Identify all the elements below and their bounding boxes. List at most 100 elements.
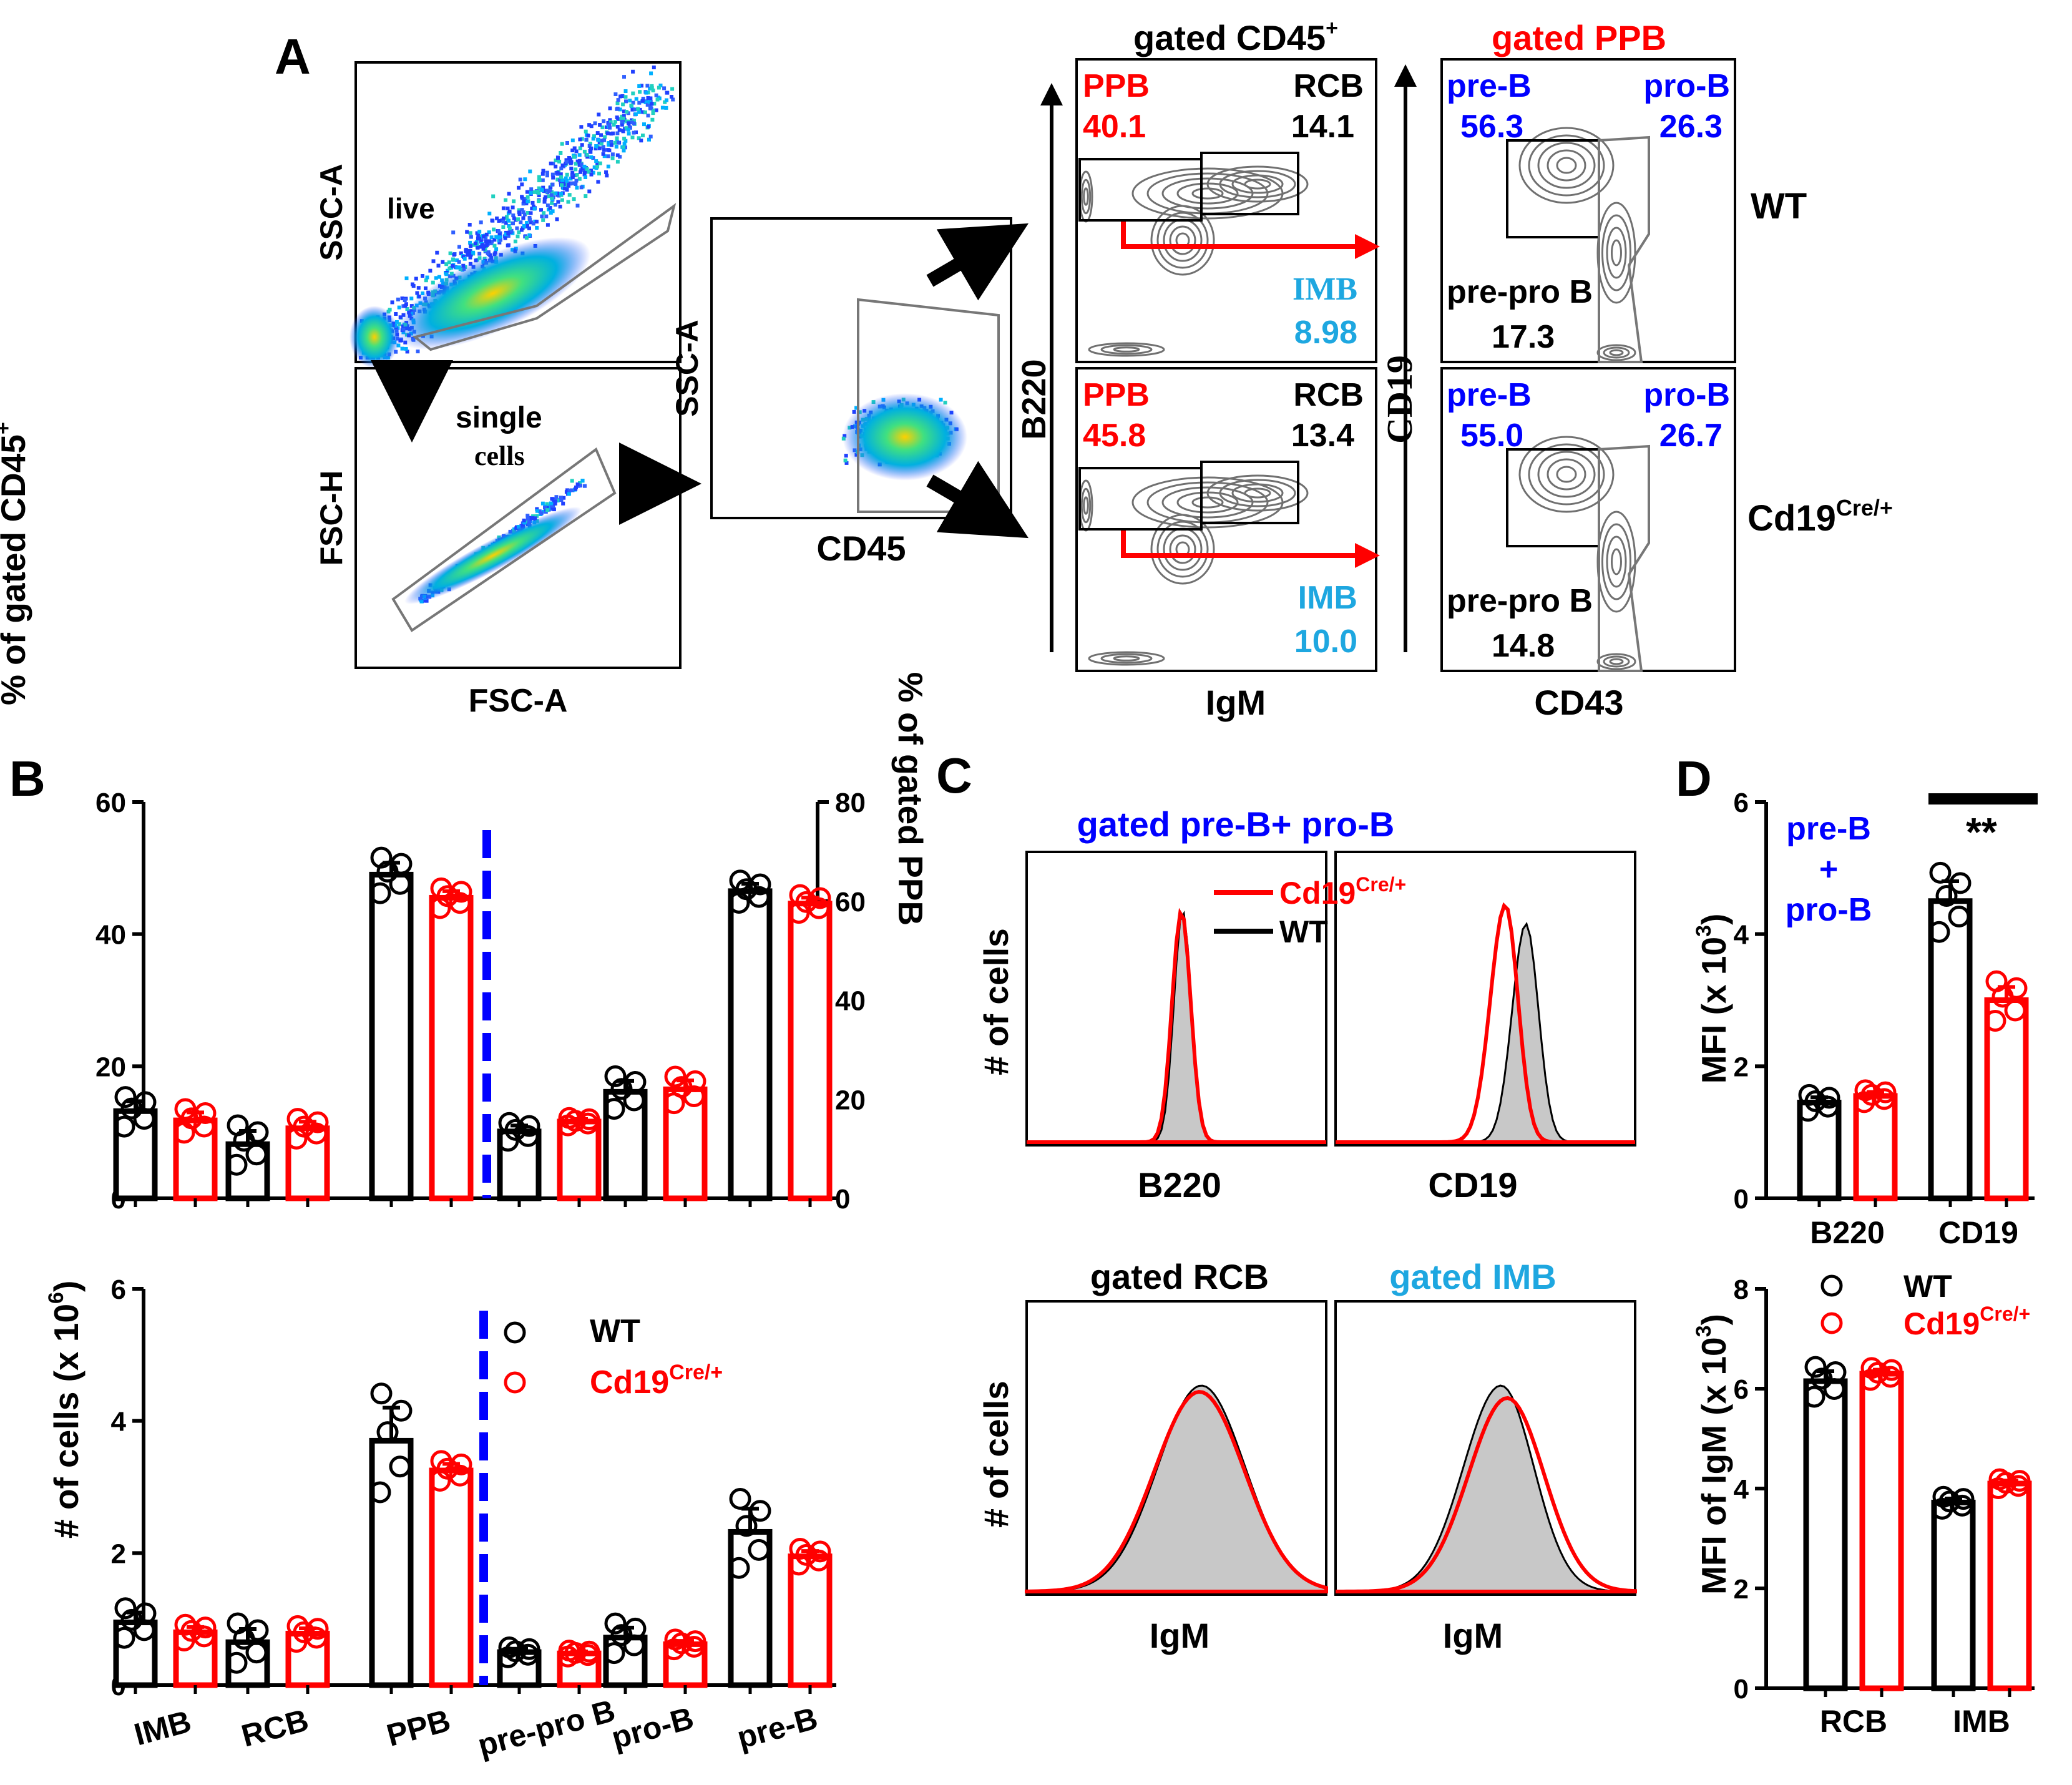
data-point <box>370 846 393 869</box>
scatter-dot <box>560 142 564 146</box>
data-point <box>134 1602 157 1625</box>
scatter-dot <box>545 203 550 208</box>
scatter-dot <box>511 205 515 210</box>
scatter-dot <box>557 159 562 164</box>
scatter-dot <box>519 228 524 232</box>
scatter-dot <box>631 91 635 95</box>
gate-rcb <box>1200 152 1299 215</box>
bar-cre <box>429 894 474 1201</box>
data-point <box>389 1455 411 1478</box>
scatter-dot <box>481 247 486 251</box>
scatter-dot <box>487 212 492 216</box>
data-point <box>1803 1386 1825 1408</box>
scatter-dot <box>531 222 535 226</box>
scatter-dot <box>584 194 588 198</box>
value-pro-b: 26.7 <box>1659 418 1723 454</box>
bar-wt <box>369 1437 414 1688</box>
scatter-dot <box>459 251 463 255</box>
label-rcb: RCB <box>1293 68 1364 104</box>
scatter-dot <box>476 233 481 238</box>
scatter-dot <box>629 104 633 108</box>
contour-line <box>1191 187 1224 200</box>
scatter-dot <box>559 151 563 155</box>
scatter-dot <box>589 142 592 146</box>
c-legend-wt-label: WT <box>1279 914 1328 949</box>
contour-line <box>1603 655 1630 668</box>
scatter-dot <box>504 221 508 225</box>
value-ppb: 45.8 <box>1083 418 1146 454</box>
legend-marker-wt <box>1820 1274 1843 1297</box>
y-tick-label: 0 <box>1734 1674 1749 1704</box>
scatter-dot <box>541 169 545 173</box>
scatter-dot <box>844 461 849 465</box>
data-point <box>1804 1356 1827 1378</box>
hist-cre-imb <box>1336 1396 1637 1593</box>
scatter-dot <box>647 137 651 142</box>
scatter-dot <box>505 215 509 219</box>
scatter-dot <box>550 497 554 501</box>
scatter-dot <box>527 226 531 230</box>
scatter-dot <box>554 164 558 169</box>
contour-line <box>1080 178 1092 215</box>
scatter-dot <box>638 90 642 94</box>
scatter-dot <box>671 97 675 102</box>
plot-frame <box>1075 58 1377 363</box>
scatter-dot <box>398 315 403 320</box>
scatter-dot <box>593 121 597 125</box>
scatter-dot <box>637 136 641 140</box>
scatter-dot <box>424 286 428 290</box>
scatter-dot <box>595 131 600 135</box>
c-top-xlabel-b220: B220 <box>1138 1165 1221 1205</box>
scatter-dot <box>651 111 655 115</box>
scatter-dot <box>627 127 630 132</box>
scatter-dot <box>522 212 527 217</box>
scatter-dot <box>600 125 605 130</box>
data-point <box>430 877 452 899</box>
scatter-dot <box>570 149 575 152</box>
scatter-dot <box>573 173 577 177</box>
scatter-dot <box>507 192 511 196</box>
scatter-dot <box>559 175 564 179</box>
contour-line <box>1169 225 1196 255</box>
scatter-dot <box>565 178 569 183</box>
scatter-dot <box>499 238 502 242</box>
scatter-dot <box>567 193 572 197</box>
plot-frame <box>1440 58 1736 363</box>
y-tick-label-right: 0 <box>835 1184 850 1215</box>
bar-wt <box>369 871 414 1201</box>
scatter-dot <box>559 172 563 177</box>
scatter-dot <box>642 122 646 127</box>
scatter-dot <box>490 218 494 223</box>
scatter-dot <box>592 134 596 139</box>
data-point <box>789 884 811 906</box>
scatter-dot <box>646 90 650 95</box>
scatter-dot <box>549 193 554 197</box>
y-tick-label: 4 <box>1734 920 1749 951</box>
scatter-dot <box>535 507 539 511</box>
scatter-dot <box>630 135 635 140</box>
contour-line <box>1100 653 1153 664</box>
contour-line <box>1150 205 1215 276</box>
scatter-dot <box>525 223 529 228</box>
y-tick-label-right: 60 <box>835 887 866 917</box>
scatter-dot <box>598 123 602 127</box>
data-point <box>227 1114 249 1137</box>
scatter-dot <box>602 138 607 142</box>
scatter-live: live SSC-A <box>314 61 682 368</box>
y-tick-label-right: 20 <box>835 1085 866 1115</box>
scatter-dot <box>484 240 488 244</box>
scatter-dot <box>520 182 524 187</box>
contour-line <box>1083 496 1089 515</box>
legend-marker-cre <box>1820 1312 1843 1334</box>
contour-line <box>1088 651 1165 666</box>
scatter-dot <box>605 131 610 135</box>
data-point <box>306 1618 329 1640</box>
y-tick-label: 2 <box>1734 1574 1749 1605</box>
scatter-dot <box>525 221 529 225</box>
scatter-dot <box>403 298 407 302</box>
b-bottom-y-label: # of cells (x 106) <box>44 1281 86 1538</box>
chart-b-top: 0204060020406080 <box>95 788 866 1215</box>
scatter-dot <box>618 107 622 112</box>
scatter-dot <box>403 304 408 308</box>
